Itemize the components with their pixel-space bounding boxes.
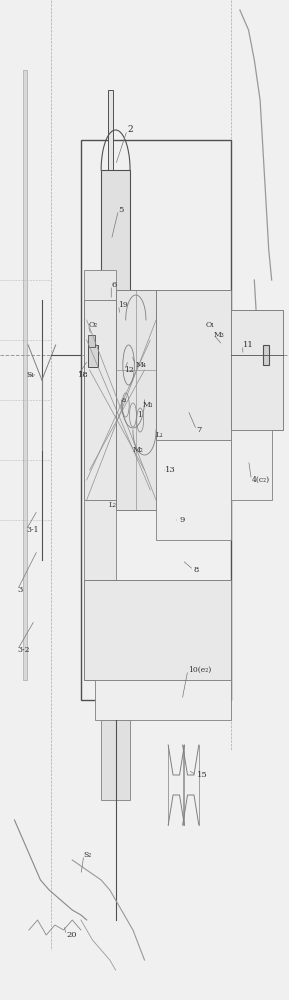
Bar [263,345,269,365]
Text: M₂: M₂ [133,446,144,454]
Text: 18: 18 [78,371,89,379]
Bar [156,290,231,440]
Text: M₁: M₁ [143,401,154,409]
Text: O₁: O₁ [205,321,214,329]
Text: a: a [121,396,126,404]
Text: 20: 20 [66,931,77,939]
Text: 4(c₂): 4(c₂) [251,476,270,484]
Text: O₂: O₂ [88,321,97,329]
Bar [84,300,116,500]
Text: 7: 7 [197,426,202,434]
Bar [101,170,130,300]
Bar [88,335,95,347]
Text: 3-2: 3-2 [17,646,30,654]
Text: 2: 2 [127,125,133,134]
Text: 19: 19 [118,301,128,309]
Text: 13: 13 [165,466,175,474]
Text: 3-1: 3-1 [26,526,38,534]
Bar [84,500,116,580]
Bar [23,70,27,680]
Bar [156,440,231,540]
Bar [95,680,231,720]
Bar [231,430,272,500]
Text: M₃: M₃ [214,331,225,339]
Text: M₄: M₄ [136,361,147,369]
Text: 9: 9 [179,516,185,524]
Text: 11: 11 [243,341,253,349]
Text: L₂: L₂ [108,501,116,509]
Bar [108,90,113,170]
Text: 8: 8 [194,566,199,574]
Bar [84,580,231,680]
Text: 15: 15 [197,771,207,779]
Text: 3: 3 [17,586,23,594]
Text: L₁: L₁ [156,431,164,439]
Text: 10(e₂): 10(e₂) [188,666,211,674]
Bar [231,310,283,430]
Text: S₂: S₂ [84,851,92,859]
Bar [88,345,98,367]
Bar [84,270,116,300]
Bar [101,720,130,800]
Text: 12: 12 [124,366,134,374]
Text: 5: 5 [118,206,124,214]
Text: 6: 6 [111,281,116,289]
Text: S₁: S₁ [26,371,34,379]
Bar [116,290,156,510]
Bar [81,140,231,700]
Text: 1: 1 [137,411,142,419]
